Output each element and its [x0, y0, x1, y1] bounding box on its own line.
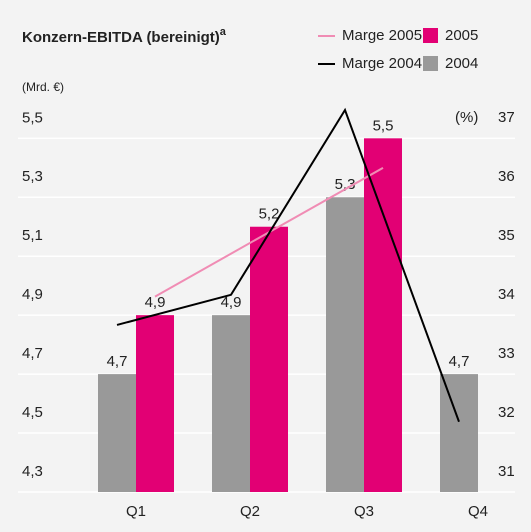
bar [440, 374, 478, 492]
bar [250, 226, 288, 492]
y-tick-label: 5,1 [22, 227, 43, 244]
legend-swatch [423, 28, 438, 43]
x-tick-label: Q2 [240, 503, 260, 520]
x-tick-label: Q3 [354, 503, 374, 520]
bar [136, 315, 174, 492]
y-tick-label: 5,5 [22, 109, 43, 126]
bar [326, 197, 364, 492]
value-label: 5,3 [335, 176, 356, 193]
line [116, 107, 460, 423]
title-superscript: a [220, 26, 227, 38]
value-label: 4,9 [221, 294, 242, 311]
y2-tick-label: 34 [498, 286, 515, 303]
y-tick-label: 4,7 [22, 345, 43, 362]
legend-label: Marge 2004 [342, 55, 422, 72]
bar [98, 374, 136, 492]
x-tick-label: Q1 [126, 503, 146, 520]
x-tick-label: Q4 [468, 503, 488, 520]
chart-title: Konzern-EBITDA (bereinigt)a [22, 26, 227, 46]
y-tick-label: 4,9 [22, 286, 43, 303]
value-label: 4,7 [449, 353, 470, 370]
y2-tick-label: 33 [498, 345, 515, 362]
value-label: 5,5 [373, 117, 394, 134]
y2-tick-label: 37 [498, 109, 515, 126]
y2-tick-label: 36 [498, 168, 515, 185]
y2-tick-label: 32 [498, 404, 515, 421]
legend-label: Marge 2005 [342, 27, 422, 44]
y-axis-label: (Mrd. €) [22, 80, 64, 94]
value-label: 4,9 [145, 294, 166, 311]
legend-label: 2004 [445, 55, 478, 72]
y-tick-label: 4,5 [22, 404, 43, 421]
bar [212, 315, 250, 492]
value-label: 5,2 [259, 206, 280, 223]
bar [364, 138, 402, 492]
y2-tick-label: 31 [498, 463, 515, 480]
y2-tick-label: 35 [498, 227, 515, 244]
legend-swatch [423, 56, 438, 71]
title-text: Konzern-EBITDA (bereinigt) [22, 29, 220, 46]
legend-label: 2005 [445, 27, 478, 44]
y2-axis-label: (%) [455, 109, 478, 126]
y-tick-label: 5,3 [22, 168, 43, 185]
y-tick-label: 4,3 [22, 463, 43, 480]
value-label: 4,7 [107, 353, 128, 370]
